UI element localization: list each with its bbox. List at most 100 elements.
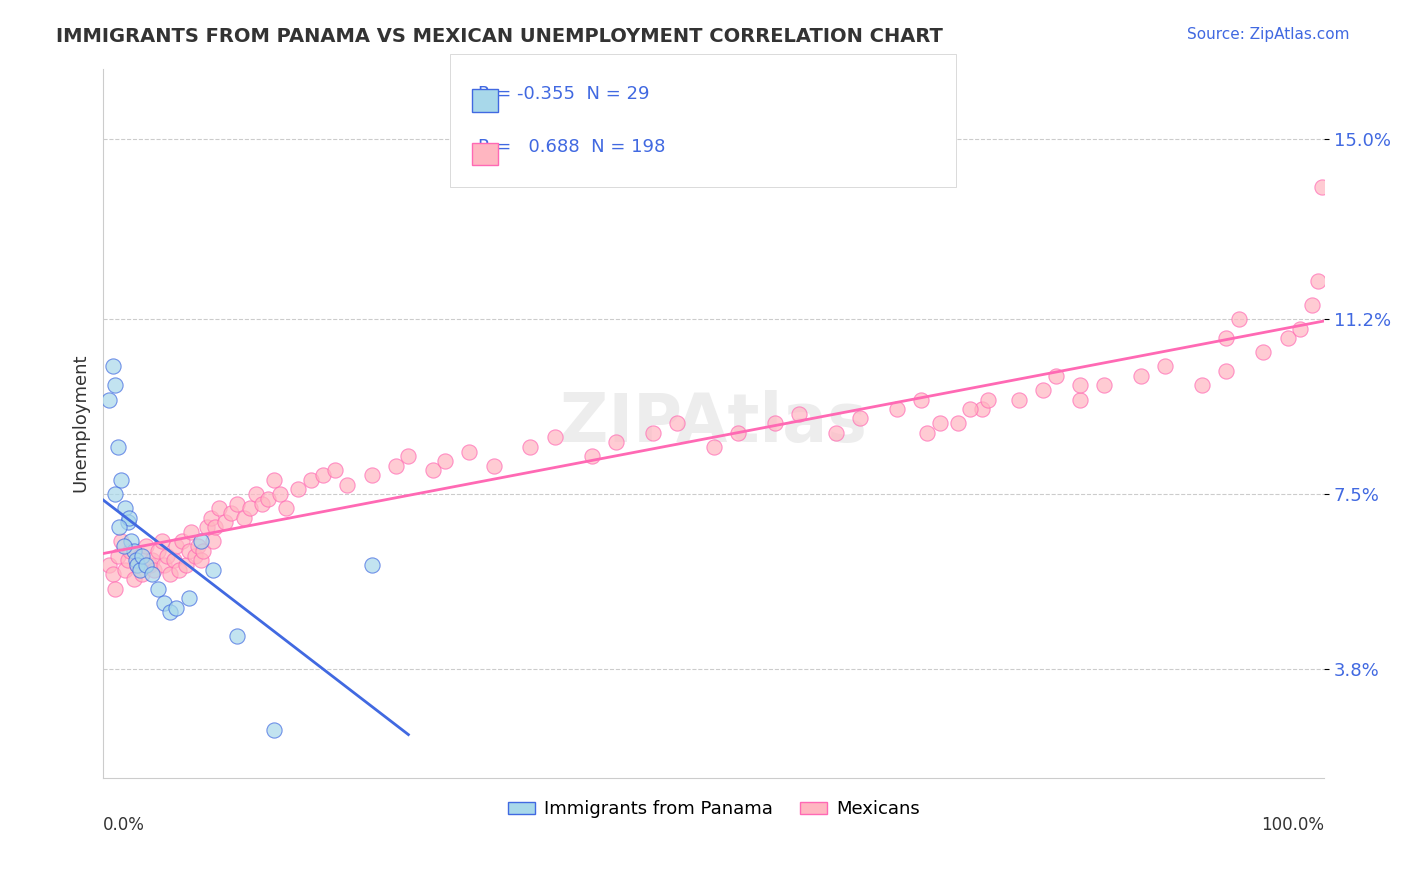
Point — [108, 520, 131, 534]
Point — [1154, 359, 1177, 374]
Point — [214, 516, 236, 530]
Point — [156, 549, 179, 563]
Point — [208, 501, 231, 516]
Point — [972, 401, 994, 416]
Point — [232, 510, 254, 524]
Point — [1227, 312, 1250, 326]
Point — [641, 425, 664, 440]
Point — [287, 483, 309, 497]
Point — [666, 416, 689, 430]
Point — [226, 629, 249, 643]
Point — [127, 558, 149, 572]
Point — [172, 534, 194, 549]
Y-axis label: Unemployment: Unemployment — [72, 354, 89, 492]
Point — [1306, 274, 1329, 288]
Point — [917, 425, 939, 440]
Point — [263, 723, 285, 738]
Point — [165, 539, 187, 553]
Point — [141, 567, 163, 582]
Point — [202, 563, 225, 577]
Point — [605, 435, 627, 450]
Point — [763, 416, 786, 430]
Point — [193, 543, 215, 558]
Point — [200, 510, 222, 524]
Point — [118, 543, 141, 558]
Point — [122, 572, 145, 586]
Point — [195, 520, 218, 534]
Text: Source: ZipAtlas.com: Source: ZipAtlas.com — [1187, 27, 1350, 42]
Point — [180, 524, 202, 539]
Point — [824, 425, 846, 440]
Point — [131, 549, 153, 563]
Point — [98, 558, 121, 572]
Text: R = -0.355  N = 29: R = -0.355 N = 29 — [478, 85, 650, 103]
Point — [977, 392, 1000, 407]
Point — [101, 567, 124, 582]
Point — [434, 454, 457, 468]
Text: ZIPAtlas: ZIPAtlas — [560, 390, 868, 456]
Point — [104, 582, 127, 596]
Point — [269, 487, 291, 501]
Point — [163, 553, 186, 567]
Point — [1069, 392, 1091, 407]
Point — [110, 473, 132, 487]
Point — [276, 501, 298, 516]
Point — [910, 392, 932, 407]
Point — [131, 567, 153, 582]
Point — [1277, 331, 1299, 345]
Point — [1310, 179, 1333, 194]
Point — [146, 582, 169, 596]
Point — [107, 440, 129, 454]
Point — [159, 567, 181, 582]
Legend: Immigrants from Panama, Mexicans: Immigrants from Panama, Mexicans — [501, 793, 927, 825]
Point — [165, 600, 187, 615]
Point — [114, 563, 136, 577]
Point — [190, 534, 212, 549]
Point — [250, 496, 273, 510]
Point — [190, 553, 212, 567]
Point — [519, 440, 541, 454]
Point — [1251, 345, 1274, 359]
Point — [128, 549, 150, 563]
Point — [1032, 383, 1054, 397]
Point — [482, 458, 505, 473]
Point — [150, 534, 173, 549]
Point — [153, 596, 176, 610]
Point — [703, 440, 725, 454]
Point — [336, 477, 359, 491]
Point — [118, 510, 141, 524]
Point — [167, 563, 190, 577]
Point — [385, 458, 408, 473]
Point — [104, 378, 127, 392]
Point — [114, 501, 136, 516]
Point — [143, 563, 166, 577]
Point — [1301, 298, 1323, 312]
Point — [1191, 378, 1213, 392]
Point — [153, 558, 176, 572]
Text: IMMIGRANTS FROM PANAMA VS MEXICAN UNEMPLOYMENT CORRELATION CHART: IMMIGRANTS FROM PANAMA VS MEXICAN UNEMPL… — [56, 27, 943, 45]
Point — [101, 359, 124, 374]
Point — [202, 534, 225, 549]
Point — [928, 416, 950, 430]
Point — [138, 558, 160, 572]
Point — [263, 473, 285, 487]
Point — [117, 553, 139, 567]
Point — [1215, 331, 1237, 345]
Point — [849, 411, 872, 425]
Point — [120, 534, 142, 549]
Text: R =   0.688  N = 198: R = 0.688 N = 198 — [478, 138, 665, 156]
Point — [110, 534, 132, 549]
Point — [112, 539, 135, 553]
Point — [187, 539, 209, 553]
Point — [146, 543, 169, 558]
Point — [1130, 368, 1153, 383]
Point — [312, 468, 335, 483]
Point — [1069, 378, 1091, 392]
Point — [360, 468, 382, 483]
Point — [886, 401, 908, 416]
Point — [959, 401, 981, 416]
Point — [299, 473, 322, 487]
Point — [544, 430, 567, 444]
Point — [226, 496, 249, 510]
Point — [1288, 321, 1310, 335]
